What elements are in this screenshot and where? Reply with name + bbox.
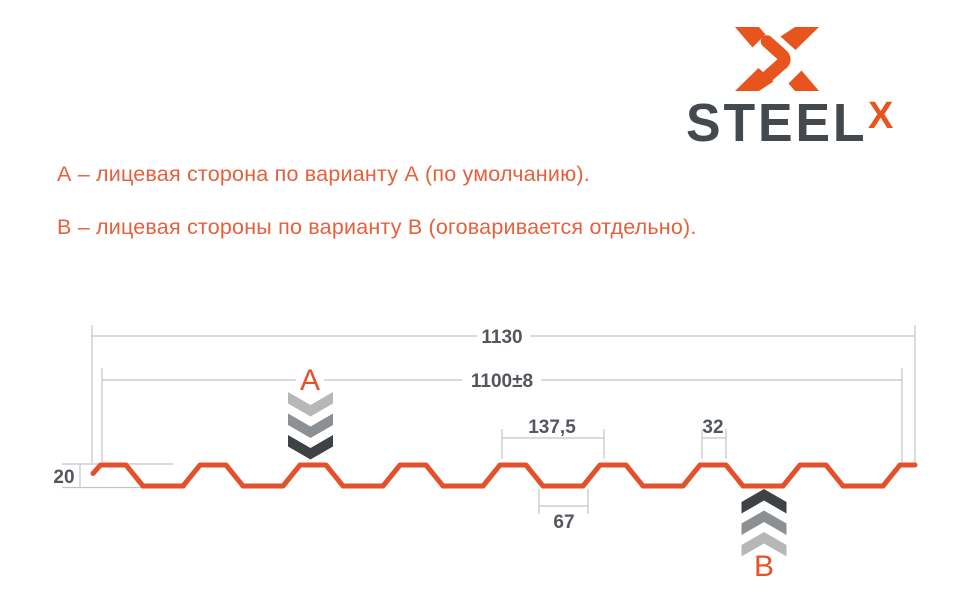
dimension-rib-top-label: 32 [702,417,723,438]
dimension-rib-top: 32 [701,417,727,459]
marker-b-letter: В [754,550,774,583]
steelx-x-icon [735,27,819,91]
dimension-working-width: 1100±8 [101,368,903,462]
dimension-height-label: 20 [53,467,74,488]
dimension-rib-pitch: 137,5 [501,417,605,459]
chevron-down-icon [288,392,333,460]
dimension-overall-width: 1130 [91,325,916,463]
dimension-overall-label: 1130 [481,327,522,348]
chevron-up-icon [741,489,787,557]
x-arm-top-right [780,27,819,50]
x-center-s-stroke [760,35,791,83]
variant-b-description: В – лицевая стороны по варианту В (огова… [57,215,697,239]
dimension-valley: 67 [538,489,589,533]
variant-a-description: А – лицевая сторона по варианту А (по ум… [57,162,590,186]
brand-superscript-x: X [868,95,894,137]
marker-side-a: А [288,364,333,460]
marker-a-letter: А [300,364,320,397]
x-arm-top-left [735,27,766,48]
dimension-height: 20 [53,463,186,489]
sheet-profile-line [90,462,918,489]
marker-side-b: В [741,489,787,583]
marker-a-backing [296,370,324,388]
dimension-pitch-label: 137,5 [528,417,576,438]
dimension-valley-label: 67 [553,512,574,533]
x-arm-bottom-right [788,70,819,91]
dimension-working-label: 1100±8 [471,371,533,392]
brand-wordmark: STEEL [686,93,868,153]
